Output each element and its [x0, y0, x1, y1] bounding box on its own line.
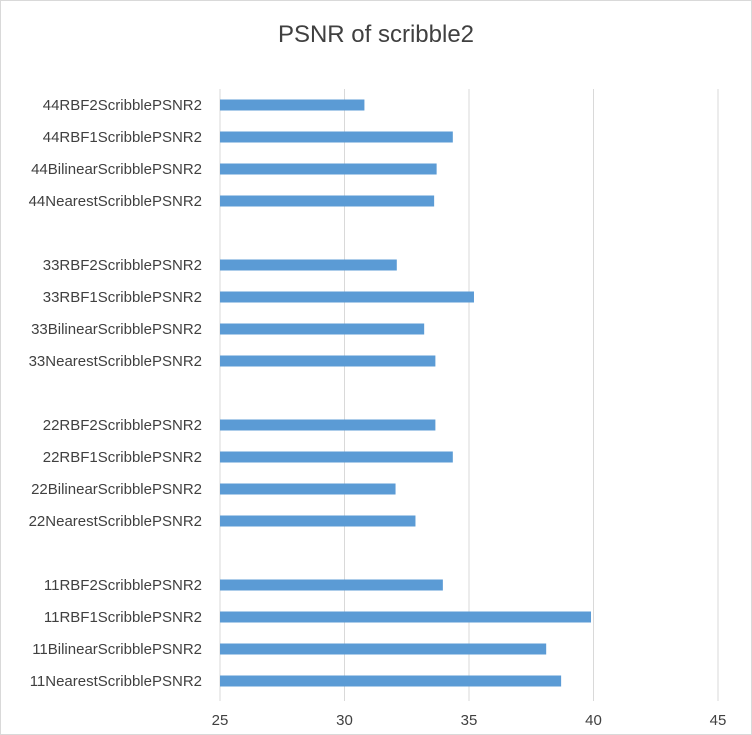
- category-label: 11RBF1ScribblePSNR2: [44, 609, 202, 626]
- bar: [220, 451, 453, 463]
- bar: [220, 163, 437, 175]
- bar: [220, 579, 443, 591]
- category-label: 22BilinearScribblePSNR2: [31, 481, 202, 498]
- category-label: 33RBF1ScribblePSNR2: [43, 289, 202, 306]
- category-label: 22RBF1ScribblePSNR2: [43, 449, 202, 466]
- x-tick-label: 40: [585, 712, 602, 729]
- category-label: 22RBF2ScribblePSNR2: [43, 417, 202, 434]
- chart-title: PSNR of scribble2: [277, 21, 475, 48]
- category-label: 44RBF2ScribblePSNR2: [43, 97, 202, 114]
- bar: [220, 643, 547, 655]
- x-tick-label: 45: [710, 712, 727, 729]
- category-label: 11NearestScribblePSNR2: [30, 673, 202, 690]
- bar: [220, 483, 396, 495]
- bar: [220, 291, 474, 303]
- category-label: 44BilinearScribblePSNR2: [31, 161, 202, 178]
- category-label: 44NearestScribblePSNR2: [29, 193, 202, 210]
- bar: [220, 195, 435, 207]
- bar: [220, 611, 592, 623]
- category-label: 11RBF2ScribblePSNR2: [44, 577, 202, 594]
- category-label: 33BilinearScribblePSNR2: [31, 321, 202, 338]
- x-tick-label: 35: [461, 712, 478, 729]
- category-label: 22NearestScribblePSNR2: [29, 513, 202, 530]
- bar: [220, 355, 436, 367]
- bar: [220, 259, 397, 271]
- bar: [220, 99, 365, 111]
- category-label: 11BilinearScribblePSNR2: [32, 641, 202, 658]
- category-label: 33RBF2ScribblePSNR2: [43, 257, 202, 274]
- bar: [220, 131, 453, 143]
- bar: [220, 675, 562, 687]
- bar: [220, 515, 416, 527]
- x-tick-label: 25: [212, 712, 229, 729]
- bar: [220, 323, 425, 335]
- bar: [220, 419, 436, 431]
- x-tick-label: 30: [336, 712, 353, 729]
- category-label: 44RBF1ScribblePSNR2: [43, 129, 202, 146]
- category-label: 33NearestScribblePSNR2: [29, 353, 202, 370]
